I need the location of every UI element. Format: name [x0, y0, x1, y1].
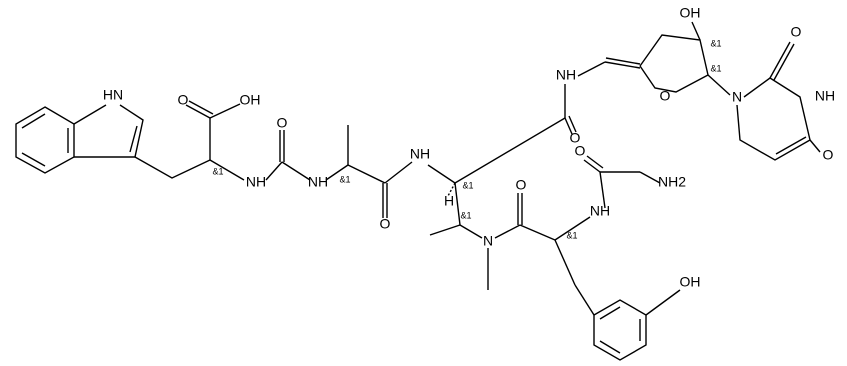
atom-label: O — [516, 177, 527, 193]
atom-label: &1 — [710, 63, 721, 73]
bonds — [15, 21, 821, 361]
atom-label: O — [791, 24, 802, 40]
atom-label: O — [575, 143, 586, 159]
atom-label: O — [380, 216, 391, 232]
atom-label: NH — [246, 174, 266, 190]
atom-label: O — [277, 115, 288, 131]
atom-label: O — [660, 88, 671, 104]
atom-label: OH — [680, 274, 701, 290]
atom-label: O — [570, 130, 581, 146]
atom-label: H — [444, 193, 454, 209]
atom-label: NH — [556, 67, 576, 83]
atom-label: HN — [103, 87, 123, 103]
atom-label: N — [483, 233, 493, 249]
atom-labels: HN O OH&1 O NH NH &1 O NH H&1&1 N O&1 NH O NH2 O NH O OH&1… — [103, 5, 835, 290]
atom-label: &1 — [566, 230, 577, 240]
atom-label: N — [732, 89, 742, 105]
atom-label: &1 — [212, 166, 223, 176]
atom-label: NH — [815, 88, 835, 104]
atom-label: &1 — [460, 210, 471, 220]
atom-label: O — [178, 92, 189, 108]
atom-label: OH — [240, 92, 261, 108]
atom-label: O — [823, 147, 834, 163]
atom-label: NH — [410, 146, 430, 162]
atom-label: NH — [308, 174, 328, 190]
atom-label: NH — [590, 203, 610, 219]
atom-label: &1 — [462, 180, 473, 190]
atom-label: OH — [680, 5, 701, 21]
atom-label: NH2 — [658, 174, 686, 190]
atom-label: &1 — [710, 38, 721, 48]
atom-label: &1 — [339, 174, 350, 184]
